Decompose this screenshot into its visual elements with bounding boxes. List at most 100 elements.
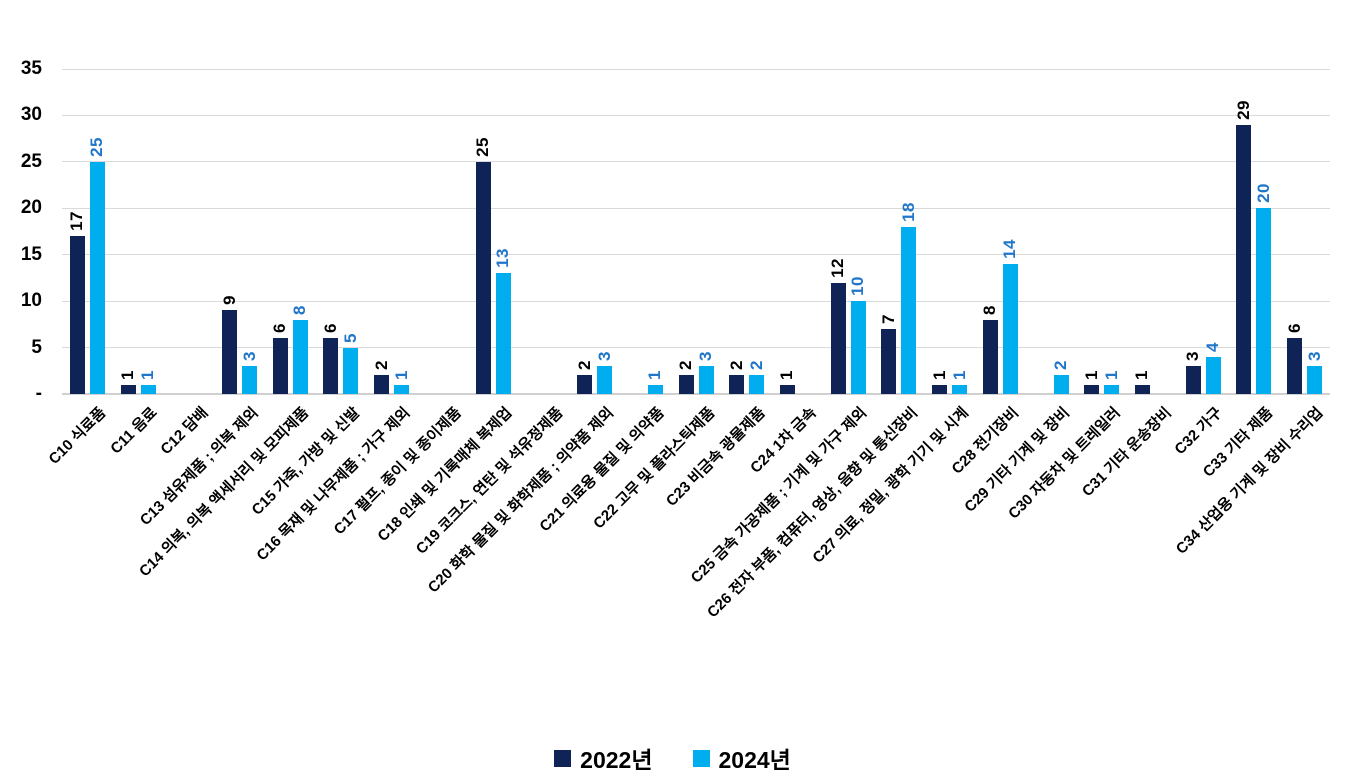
bar-value-label: 29 — [1233, 99, 1253, 120]
bar-C11-2024년 — [140, 384, 156, 394]
bar-C14-2024년 — [292, 319, 308, 394]
x-axis-line — [62, 393, 1330, 395]
bar-C16-2024년 — [394, 384, 410, 394]
bar-C23-2022년 — [729, 375, 745, 394]
bar-C27-2024년 — [952, 384, 968, 394]
gridline — [62, 68, 1330, 70]
bar-C32-2024년 — [1205, 356, 1221, 394]
bar-value-label: 1 — [138, 369, 158, 380]
bar-value-label: 13 — [493, 248, 513, 269]
bar-value-label: 6 — [1284, 323, 1304, 334]
bar-value-label: 7 — [878, 314, 898, 324]
bar-C16-2022년 — [374, 375, 390, 394]
y-axis-tick-label: 20 — [20, 197, 42, 219]
bar-value-label: 6 — [320, 323, 340, 334]
bar-value-label: 1 — [1132, 369, 1152, 380]
x-axis-labels: C10 식료품 C11 음료 C12 담배 C13 섬유제품 ; 의복 제외 C14 의… — [46, 402, 1330, 702]
bar-value-label: 3 — [594, 351, 614, 362]
bar-value-label: 3 — [1183, 351, 1203, 362]
bar-value-label: 25 — [87, 136, 107, 157]
bar-value-label: 3 — [696, 351, 715, 362]
bar-value-label: 17 — [67, 211, 87, 232]
bar-value-label: 1 — [1101, 369, 1121, 380]
y-axis-tick-label: - — [35, 383, 42, 404]
bar-value-label: 14 — [1000, 239, 1020, 259]
bar-C14-2022년 — [272, 338, 288, 394]
bar-value-label: 8 — [290, 304, 310, 315]
bar-C25-2022년 — [830, 282, 846, 394]
bar-value-label: 2 — [574, 360, 594, 371]
bar-C10-2024년 — [89, 161, 105, 394]
y-axis-tick-label: 5 — [31, 336, 42, 358]
bar-C33-2024년 — [1256, 208, 1272, 394]
bar-C20-2024년 — [597, 366, 613, 394]
bar-C27-2022년 — [932, 384, 948, 394]
bar-value-label: 1 — [949, 369, 969, 380]
bar-C18-2024년 — [495, 273, 511, 394]
bar-C22-2022년 — [678, 375, 694, 394]
bar-value-label: 25 — [473, 136, 493, 157]
x-axis-label: C31 기타 운송장비 — [1078, 404, 1175, 501]
bar-value-label: 1 — [777, 369, 797, 380]
bar-value-label: 10 — [848, 276, 868, 297]
bar-C26-2024년 — [901, 226, 917, 394]
bar-value-label: 9 — [219, 295, 239, 306]
y-axis-tick-label: 30 — [20, 104, 42, 126]
legend: 2022년 2024년 — [0, 741, 1345, 775]
bar-value-label: 1 — [118, 369, 138, 380]
bar-value-label: 20 — [1253, 183, 1273, 204]
bar-C25-2024년 — [850, 301, 866, 394]
gridline — [62, 347, 1330, 349]
gridline — [62, 207, 1330, 209]
bar-value-label: 18 — [898, 201, 918, 222]
x-axis-label: C20 화학 물질 및 화학제품 ; 의약품 제외 — [424, 404, 617, 597]
gridline — [62, 161, 1330, 163]
bar-value-label: 4 — [1203, 341, 1223, 352]
bar-C15-2022년 — [323, 338, 339, 394]
bar-C22-2024년 — [698, 366, 714, 394]
bar-C23-2024년 — [749, 375, 765, 394]
legend-label-2024: 2024년 — [718, 747, 791, 773]
bar-C28-2024년 — [1002, 264, 1018, 394]
bar-C30-2024년 — [1104, 384, 1120, 394]
bar-value-label: 1 — [645, 369, 665, 380]
y-axis-tick-label: 15 — [20, 243, 42, 265]
bar-C34-2022년 — [1287, 338, 1303, 394]
bar-value-label: 2 — [746, 360, 766, 371]
bar-C10-2022년 — [69, 236, 85, 394]
bar-value-label: 3 — [239, 351, 259, 362]
legend-label-2022: 2022년 — [580, 747, 653, 773]
x-axis-label: C11 음료 — [106, 404, 161, 458]
y-axis-tick-label: 10 — [20, 290, 42, 312]
x-axis-label: C10 식료품 — [45, 404, 110, 468]
y-axis: - 5 10 15 20 25 30 35 — [0, 58, 46, 404]
bar-value-label: 1 — [1081, 369, 1101, 380]
bar-C33-2022년 — [1236, 124, 1252, 394]
legend-swatch-2022-icon — [554, 749, 572, 767]
bar-C15-2024년 — [343, 347, 359, 394]
bar-C13-2022년 — [222, 310, 238, 394]
plot-area: 17 25 1 1 9 3 6 8 6 5 2 1 25 13 2 3 1 2 3 2 2 1 12 10 7 18 1 1 8 14 2 1… — [62, 68, 1330, 395]
bar-value-label: 2 — [726, 360, 746, 371]
bar-C34-2024년 — [1307, 366, 1323, 394]
legend-swatch-2024-icon — [692, 749, 710, 767]
gridline — [62, 114, 1330, 116]
bar-C32-2022년 — [1185, 366, 1201, 394]
bar-value-label: 6 — [270, 323, 290, 334]
legend-item-2024: 2024년 — [692, 741, 791, 775]
bar-C11-2022년 — [120, 384, 136, 394]
bar-C29-2024년 — [1053, 375, 1069, 394]
bar-value-label: 1 — [391, 369, 411, 380]
bar-value-label: 1 — [929, 369, 949, 380]
bar-C13-2024년 — [242, 366, 258, 394]
bar-value-label: 2 — [1051, 360, 1071, 371]
legend-item-2022: 2022년 — [554, 741, 653, 775]
bar-value-label: 12 — [828, 257, 848, 278]
y-axis-tick-label: 35 — [20, 58, 42, 79]
bar-value-label: 8 — [980, 304, 1000, 315]
bar-C21-2024년 — [647, 384, 663, 394]
bar-C28-2022년 — [982, 319, 998, 394]
bar-C18-2022년 — [475, 161, 491, 394]
bar-value-label: 2 — [676, 360, 695, 371]
